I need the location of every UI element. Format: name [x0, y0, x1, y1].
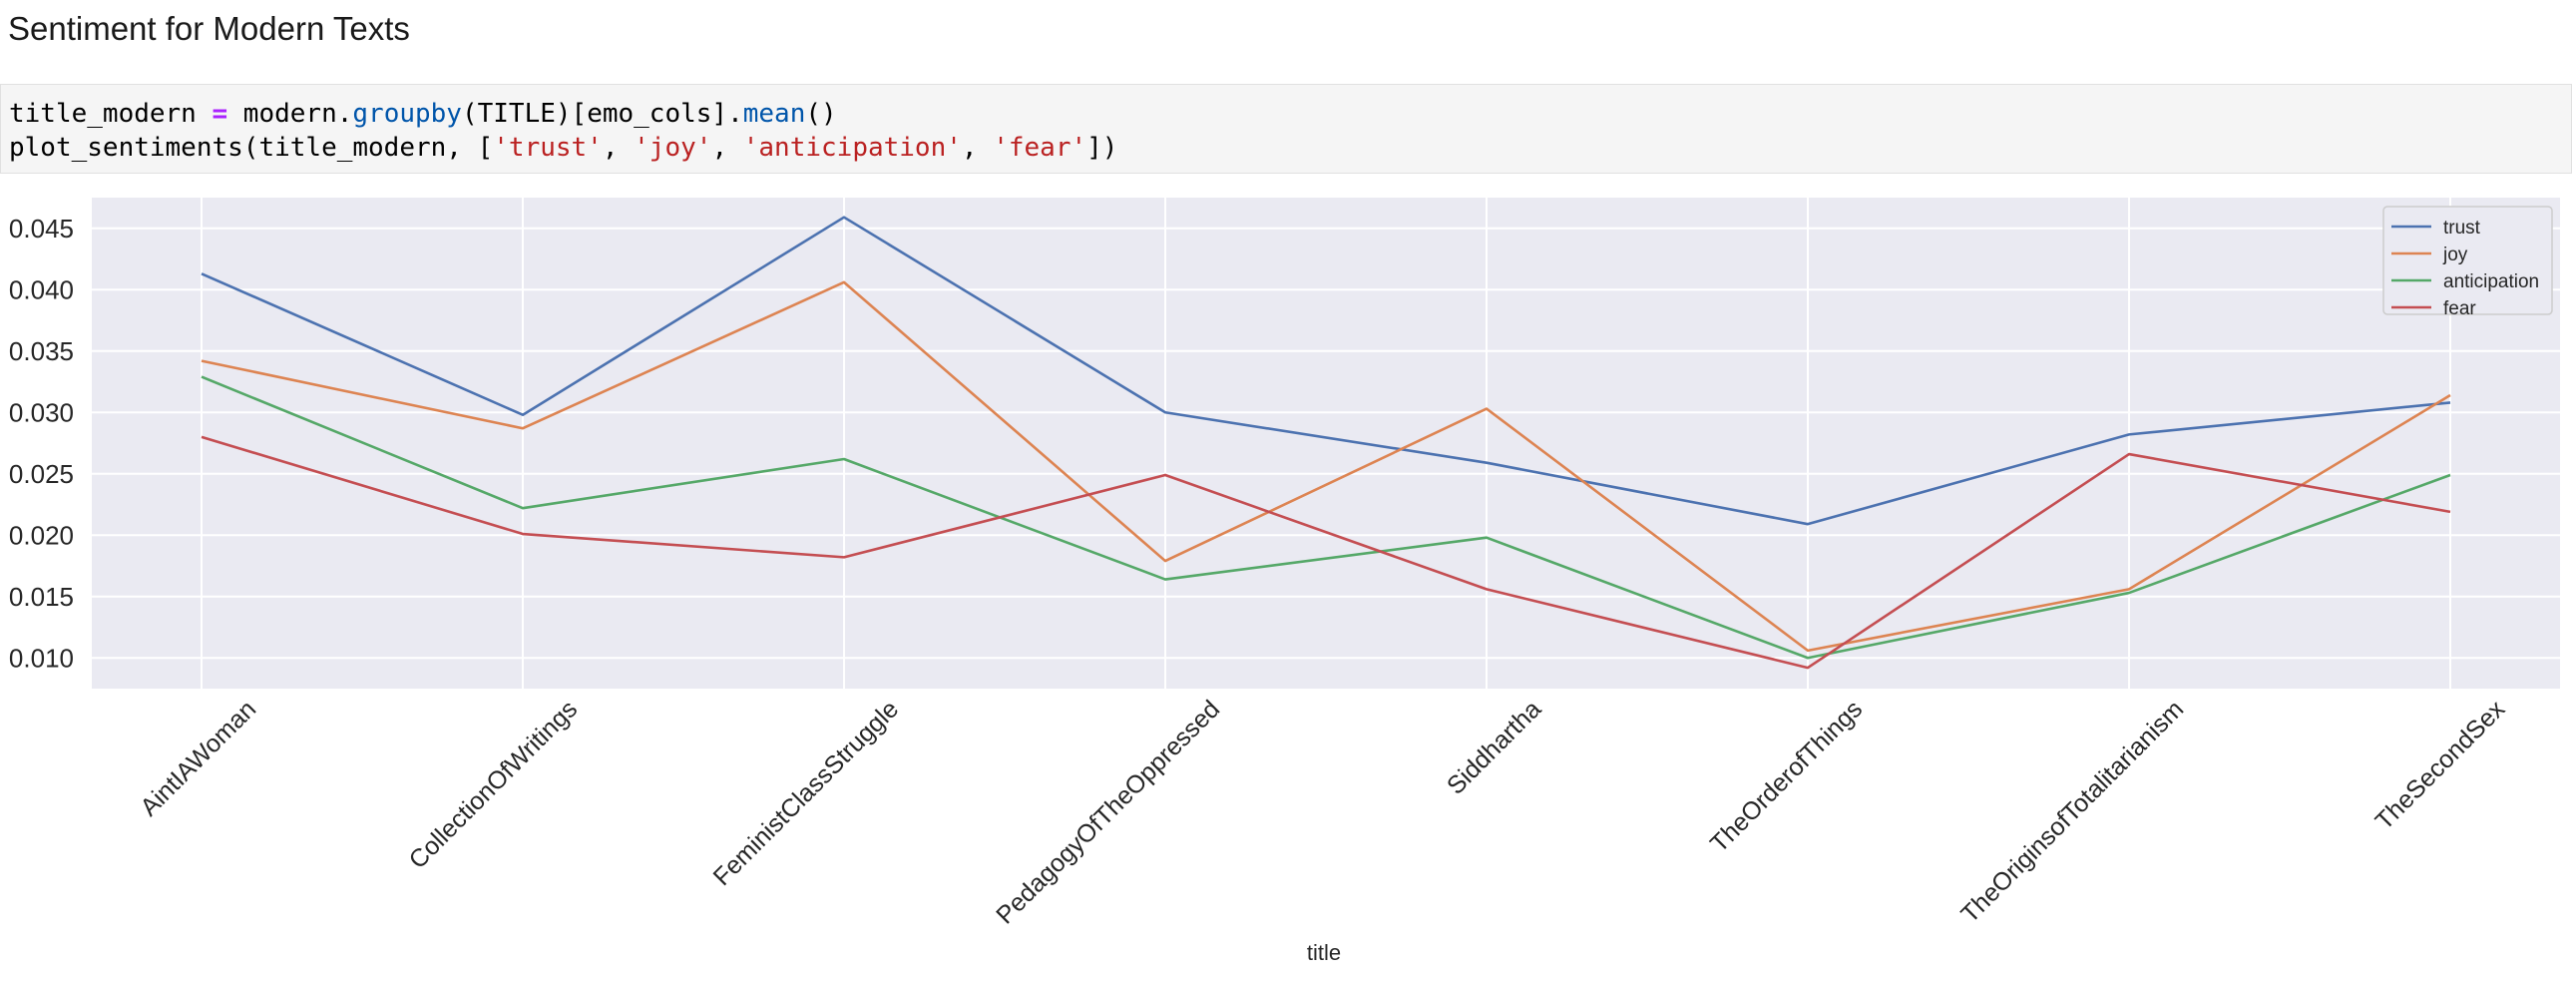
legend-label-anticipation: anticipation	[2443, 271, 2539, 292]
code-line-2: plot_sentiments(title_modern, ['trust', …	[9, 131, 1117, 165]
x-tick-label: TheOrderofThings	[1705, 695, 1868, 857]
code-token: plot_sentiments(title_modern, [	[9, 133, 494, 163]
legend-label-fear: fear	[2443, 298, 2476, 319]
section-heading: Sentiment for Modern Texts	[8, 10, 410, 47]
series-line-anticipation	[201, 375, 2451, 660]
x-tick-label: PedagogyOfTheOppressed	[991, 695, 1225, 929]
code-token: ,	[711, 133, 743, 163]
y-tick-label: 0.040	[9, 274, 74, 304]
y-tick-label: 0.010	[9, 643, 74, 673]
code-cell[interactable]: title_modern = modern.groupby(TITLE)[emo…	[0, 84, 2572, 174]
code-string: 'trust'	[493, 133, 603, 163]
x-tick-label: TheSecondSex	[2370, 695, 2511, 835]
y-tick-label: 0.030	[9, 397, 74, 427]
code-string: 'fear'	[993, 133, 1087, 163]
x-tick-label: FeministClassStruggle	[708, 695, 905, 891]
series-line-trust	[201, 216, 2451, 526]
code-token: ()	[805, 99, 837, 129]
code-function: groupby	[352, 99, 462, 129]
x-tick-label: CollectionOfWritings	[404, 695, 584, 874]
series-line-joy	[201, 280, 2451, 653]
code-token: title_modern	[9, 99, 213, 129]
y-tick-label: 0.045	[9, 214, 74, 244]
code-line-1: title_modern = modern.groupby(TITLE)[emo…	[9, 97, 837, 131]
y-tick-label: 0.015	[9, 582, 74, 612]
code-token: ])	[1086, 133, 1118, 163]
x-tick-label: AintIAWoman	[135, 695, 261, 821]
y-tick-label: 0.035	[9, 336, 74, 366]
legend-label-trust: trust	[2443, 218, 2481, 239]
code-token: (TITLE)[emo_cols].	[461, 99, 743, 129]
x-axis-label: title	[1307, 940, 1341, 965]
y-tick-label: 0.025	[9, 459, 74, 489]
code-operator: =	[212, 99, 228, 129]
plot-area	[92, 198, 2560, 689]
code-token: modern.	[227, 99, 353, 129]
sentiment-line-chart: 0.010 0.015 0.020 0.025 0.030 0.035 0.040 0.045…	[9, 198, 2560, 965]
x-tick-label: Siddhartha	[1442, 695, 1546, 799]
code-string: 'anticipation'	[742, 133, 962, 163]
series-line-fear	[201, 435, 2451, 670]
y-tick-label: 0.020	[9, 520, 74, 550]
legend-box	[2382, 206, 2553, 315]
x-tick-label: TheOriginsofTotalitarianism	[1955, 695, 2189, 928]
legend-label-joy: joy	[2442, 245, 2468, 265]
code-string: 'joy'	[634, 133, 712, 163]
code-token: ,	[602, 133, 635, 163]
code-token: ,	[961, 133, 994, 163]
code-function: mean	[742, 99, 806, 129]
